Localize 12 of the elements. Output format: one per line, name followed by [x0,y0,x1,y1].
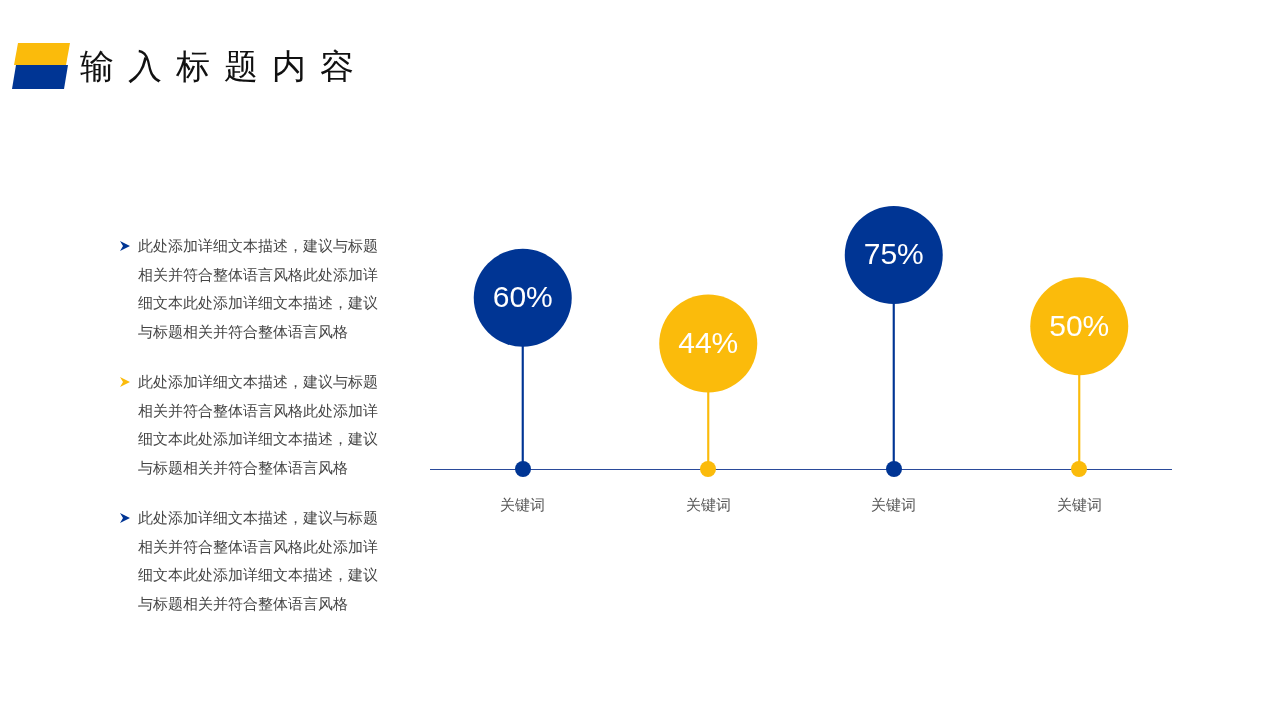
chart-title: 输入标题内容 [80,45,368,88]
text: 此处添加详细文本描述，建议与标题相关并符合整体语言风格此处添加详细文本此处添加详细文本描述，建议与标题相关并符合整体语言风格 [138,373,378,477]
x-tick-label: 关键词 [500,495,546,514]
data-label: 60% [492,280,553,314]
data-label: 50% [1049,308,1110,342]
data-label: 75% [863,237,924,271]
x-tick-label: 关键词 [685,495,731,514]
x-tick-label: 关键词 [871,495,917,514]
text: 此处添加详细文本描述，建议与标题相关并符合整体语言风格此处添加详细文本此处添加详细文本描述，建议与标题相关并符合整体语言风格 [138,509,378,613]
data-label: 44% [678,325,739,359]
x-tick-label: 关键词 [1056,495,1102,514]
text: 此处添加详细文本描述，建议与标题相关并符合整体语言风格此处添加详细文本此处添加详细文本描述，建议与标题相关并符合整体语言风格 [138,237,378,341]
